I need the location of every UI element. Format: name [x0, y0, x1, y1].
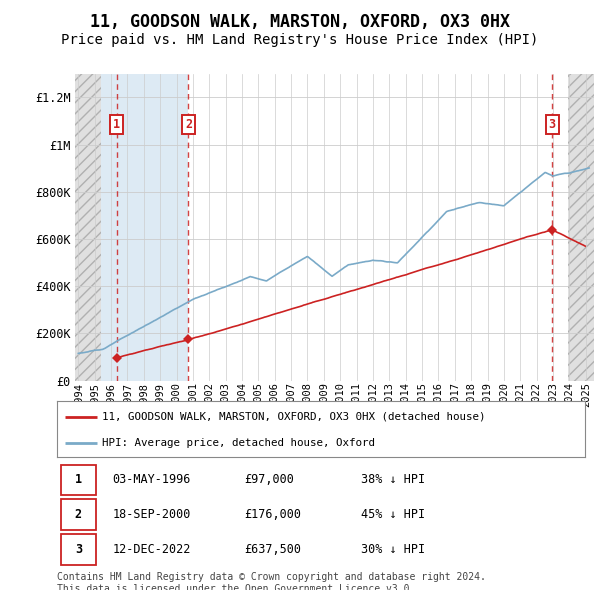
Text: 38% ↓ HPI: 38% ↓ HPI [361, 473, 425, 486]
Text: 3: 3 [548, 118, 556, 131]
Text: 1: 1 [113, 118, 121, 131]
Text: £637,500: £637,500 [244, 543, 301, 556]
Text: 18-SEP-2000: 18-SEP-2000 [112, 508, 191, 522]
Text: £176,000: £176,000 [244, 508, 301, 522]
Text: 45% ↓ HPI: 45% ↓ HPI [361, 508, 425, 522]
Text: 30% ↓ HPI: 30% ↓ HPI [361, 543, 425, 556]
Text: 03-MAY-1996: 03-MAY-1996 [112, 473, 191, 486]
Text: 11, GOODSON WALK, MARSTON, OXFORD, OX3 0HX: 11, GOODSON WALK, MARSTON, OXFORD, OX3 0… [90, 13, 510, 31]
Bar [568, 74, 594, 381]
Text: £97,000: £97,000 [244, 473, 295, 486]
Text: Price paid vs. HM Land Registry's House Price Index (HPI): Price paid vs. HM Land Registry's House … [61, 33, 539, 47]
Text: HPI: Average price, detached house, Oxford: HPI: Average price, detached house, Oxfo… [102, 438, 375, 448]
Text: 11, GOODSON WALK, MARSTON, OXFORD, OX3 0HX (detached house): 11, GOODSON WALK, MARSTON, OXFORD, OX3 0… [102, 412, 485, 422]
Text: 2: 2 [75, 508, 82, 522]
Text: Contains HM Land Registry data © Crown copyright and database right 2024.
This d: Contains HM Land Registry data © Crown c… [57, 572, 486, 590]
Text: 12-DEC-2022: 12-DEC-2022 [112, 543, 191, 556]
Bar [75, 74, 101, 381]
Bar [101, 74, 188, 381]
Text: 3: 3 [75, 543, 82, 556]
Text: 1: 1 [75, 473, 82, 486]
Text: 2: 2 [185, 118, 192, 131]
